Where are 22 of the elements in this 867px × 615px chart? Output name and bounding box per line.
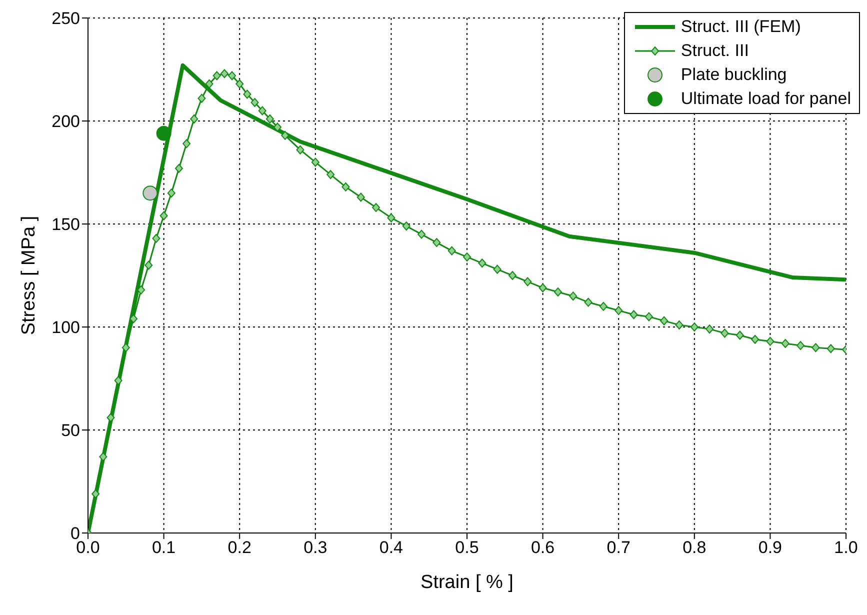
x-tick-label: 0.6 (530, 538, 555, 558)
x-tick-label: 0.9 (758, 538, 782, 558)
y-tick-label: 100 (52, 318, 80, 338)
legend-label: Struct. III (680, 40, 749, 62)
y-tick-label: 250 (52, 9, 80, 28)
x-tick-label: 0.8 (682, 538, 706, 558)
x-tick-label: 0.7 (606, 538, 630, 558)
x-tick-label: 0.0 (76, 538, 100, 558)
x-tick-label: 0.2 (228, 538, 252, 558)
x-tick-label: 1.0 (834, 538, 858, 558)
y-tick-label: 50 (61, 421, 80, 440)
y-tick-label: 150 (52, 215, 80, 234)
x-tick-label: 0.5 (455, 538, 479, 558)
legend-label: Struct. III (FEM) (680, 16, 801, 38)
y-tick-label: 200 (52, 112, 80, 132)
y-axis-title: Stress [ MPa ] (18, 216, 40, 336)
x-axis-title: Strain [ % ] (420, 572, 514, 593)
x-tick-label: 0.4 (379, 538, 404, 558)
legend-label: Ultimate load for panel (680, 88, 851, 110)
x-tick-label: 0.3 (304, 538, 328, 558)
legend-label: Plate buckling (680, 64, 787, 86)
x-tick-label: 0.1 (152, 538, 176, 558)
